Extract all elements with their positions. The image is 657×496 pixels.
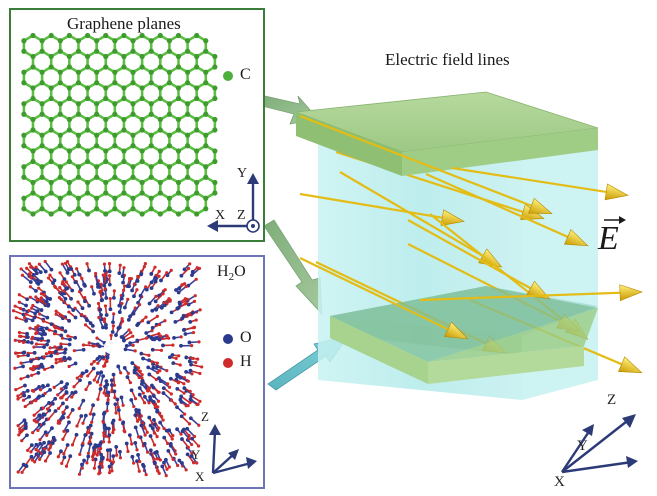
graphene-bonds [24,36,215,215]
water-axis-z-label: Z [201,409,209,425]
main-axes [562,414,638,472]
main-axis-y-label: Y [577,438,588,455]
graphene-axes [197,168,267,238]
field-lines-label: Electric field lines [385,50,510,70]
water-panel-title: H2O [217,263,246,283]
water-title-o: O [234,263,246,280]
graphene-panel-title: Graphene planes [67,14,181,34]
graphene-axis-y-label: Y [237,166,247,182]
hydrogen-legend-dot [223,358,233,368]
carbon-legend-dot [223,71,233,81]
water-axis-y-label: Y [191,447,200,463]
main-axis-x-label: X [554,474,565,491]
oxygen-legend: O [223,329,259,349]
field-symbol: E [598,220,619,258]
carbon-legend: C [223,66,259,86]
oxygen-legend-label: O [240,329,252,347]
carbon-legend-label: C [240,66,251,84]
main-axis-x-head [626,456,638,468]
hydrogen-legend-label: H [240,353,252,371]
water-axis-x-label: X [195,469,204,485]
graphene-panel: Graphene planes C Y X Z [9,8,265,242]
hydrogen-legend: H [223,353,259,373]
field-vector-label: E [598,214,632,264]
graphene-axis-z-label: Z [237,208,246,224]
oxygen-legend-dot [223,334,233,344]
water-molecule-cluster [12,260,203,477]
main-axis-z-head [622,414,636,428]
water-title-h: H [217,263,229,280]
graphene-to-bottom-plate-arrow [264,220,322,314]
water-panel: H2O O H Z Y X [9,255,265,489]
graphene-axis-x-label: X [215,208,225,224]
main-axis-z-label: Z [607,392,616,409]
